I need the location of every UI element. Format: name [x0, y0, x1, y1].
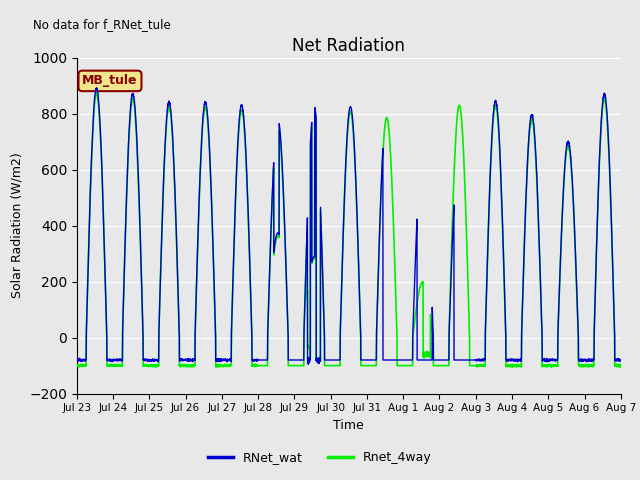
Title: Net Radiation: Net Radiation [292, 36, 405, 55]
Rnet_4way [616, 364, 624, 370]
RNet_wat [441, 357, 449, 363]
Line: Rnet_4way: Rnet_4way [77, 93, 621, 367]
Line: RNet_wat: RNet_wat [77, 88, 621, 364]
Rnet_4way [471, 363, 479, 369]
Rnet_4way [329, 363, 337, 369]
Text: No data for f_RNet_tule: No data for f_RNet_tule [33, 18, 171, 31]
Rnet_4way [502, 324, 509, 330]
Rnet_4way [73, 363, 81, 369]
Rnet_4way [616, 362, 624, 368]
Rnet_4way [617, 361, 625, 367]
Rnet_4way [93, 90, 100, 96]
RNet_wat [617, 358, 625, 363]
X-axis label: Time: Time [333, 419, 364, 432]
Y-axis label: Solar Radiation (W/m2): Solar Radiation (W/m2) [11, 153, 24, 299]
Legend: RNet_wat, Rnet_4way: RNet_wat, Rnet_4way [203, 446, 437, 469]
Text: MB_tule: MB_tule [82, 74, 138, 87]
Rnet_4way [441, 363, 449, 369]
RNet_wat [502, 329, 509, 335]
RNet_wat [329, 357, 337, 363]
Rnet_4way [171, 183, 179, 189]
RNet_wat [171, 180, 179, 186]
RNet_wat [73, 357, 81, 363]
RNet_wat [616, 357, 624, 363]
RNet_wat [471, 357, 479, 363]
RNet_wat [93, 85, 100, 91]
RNet_wat [305, 361, 312, 367]
